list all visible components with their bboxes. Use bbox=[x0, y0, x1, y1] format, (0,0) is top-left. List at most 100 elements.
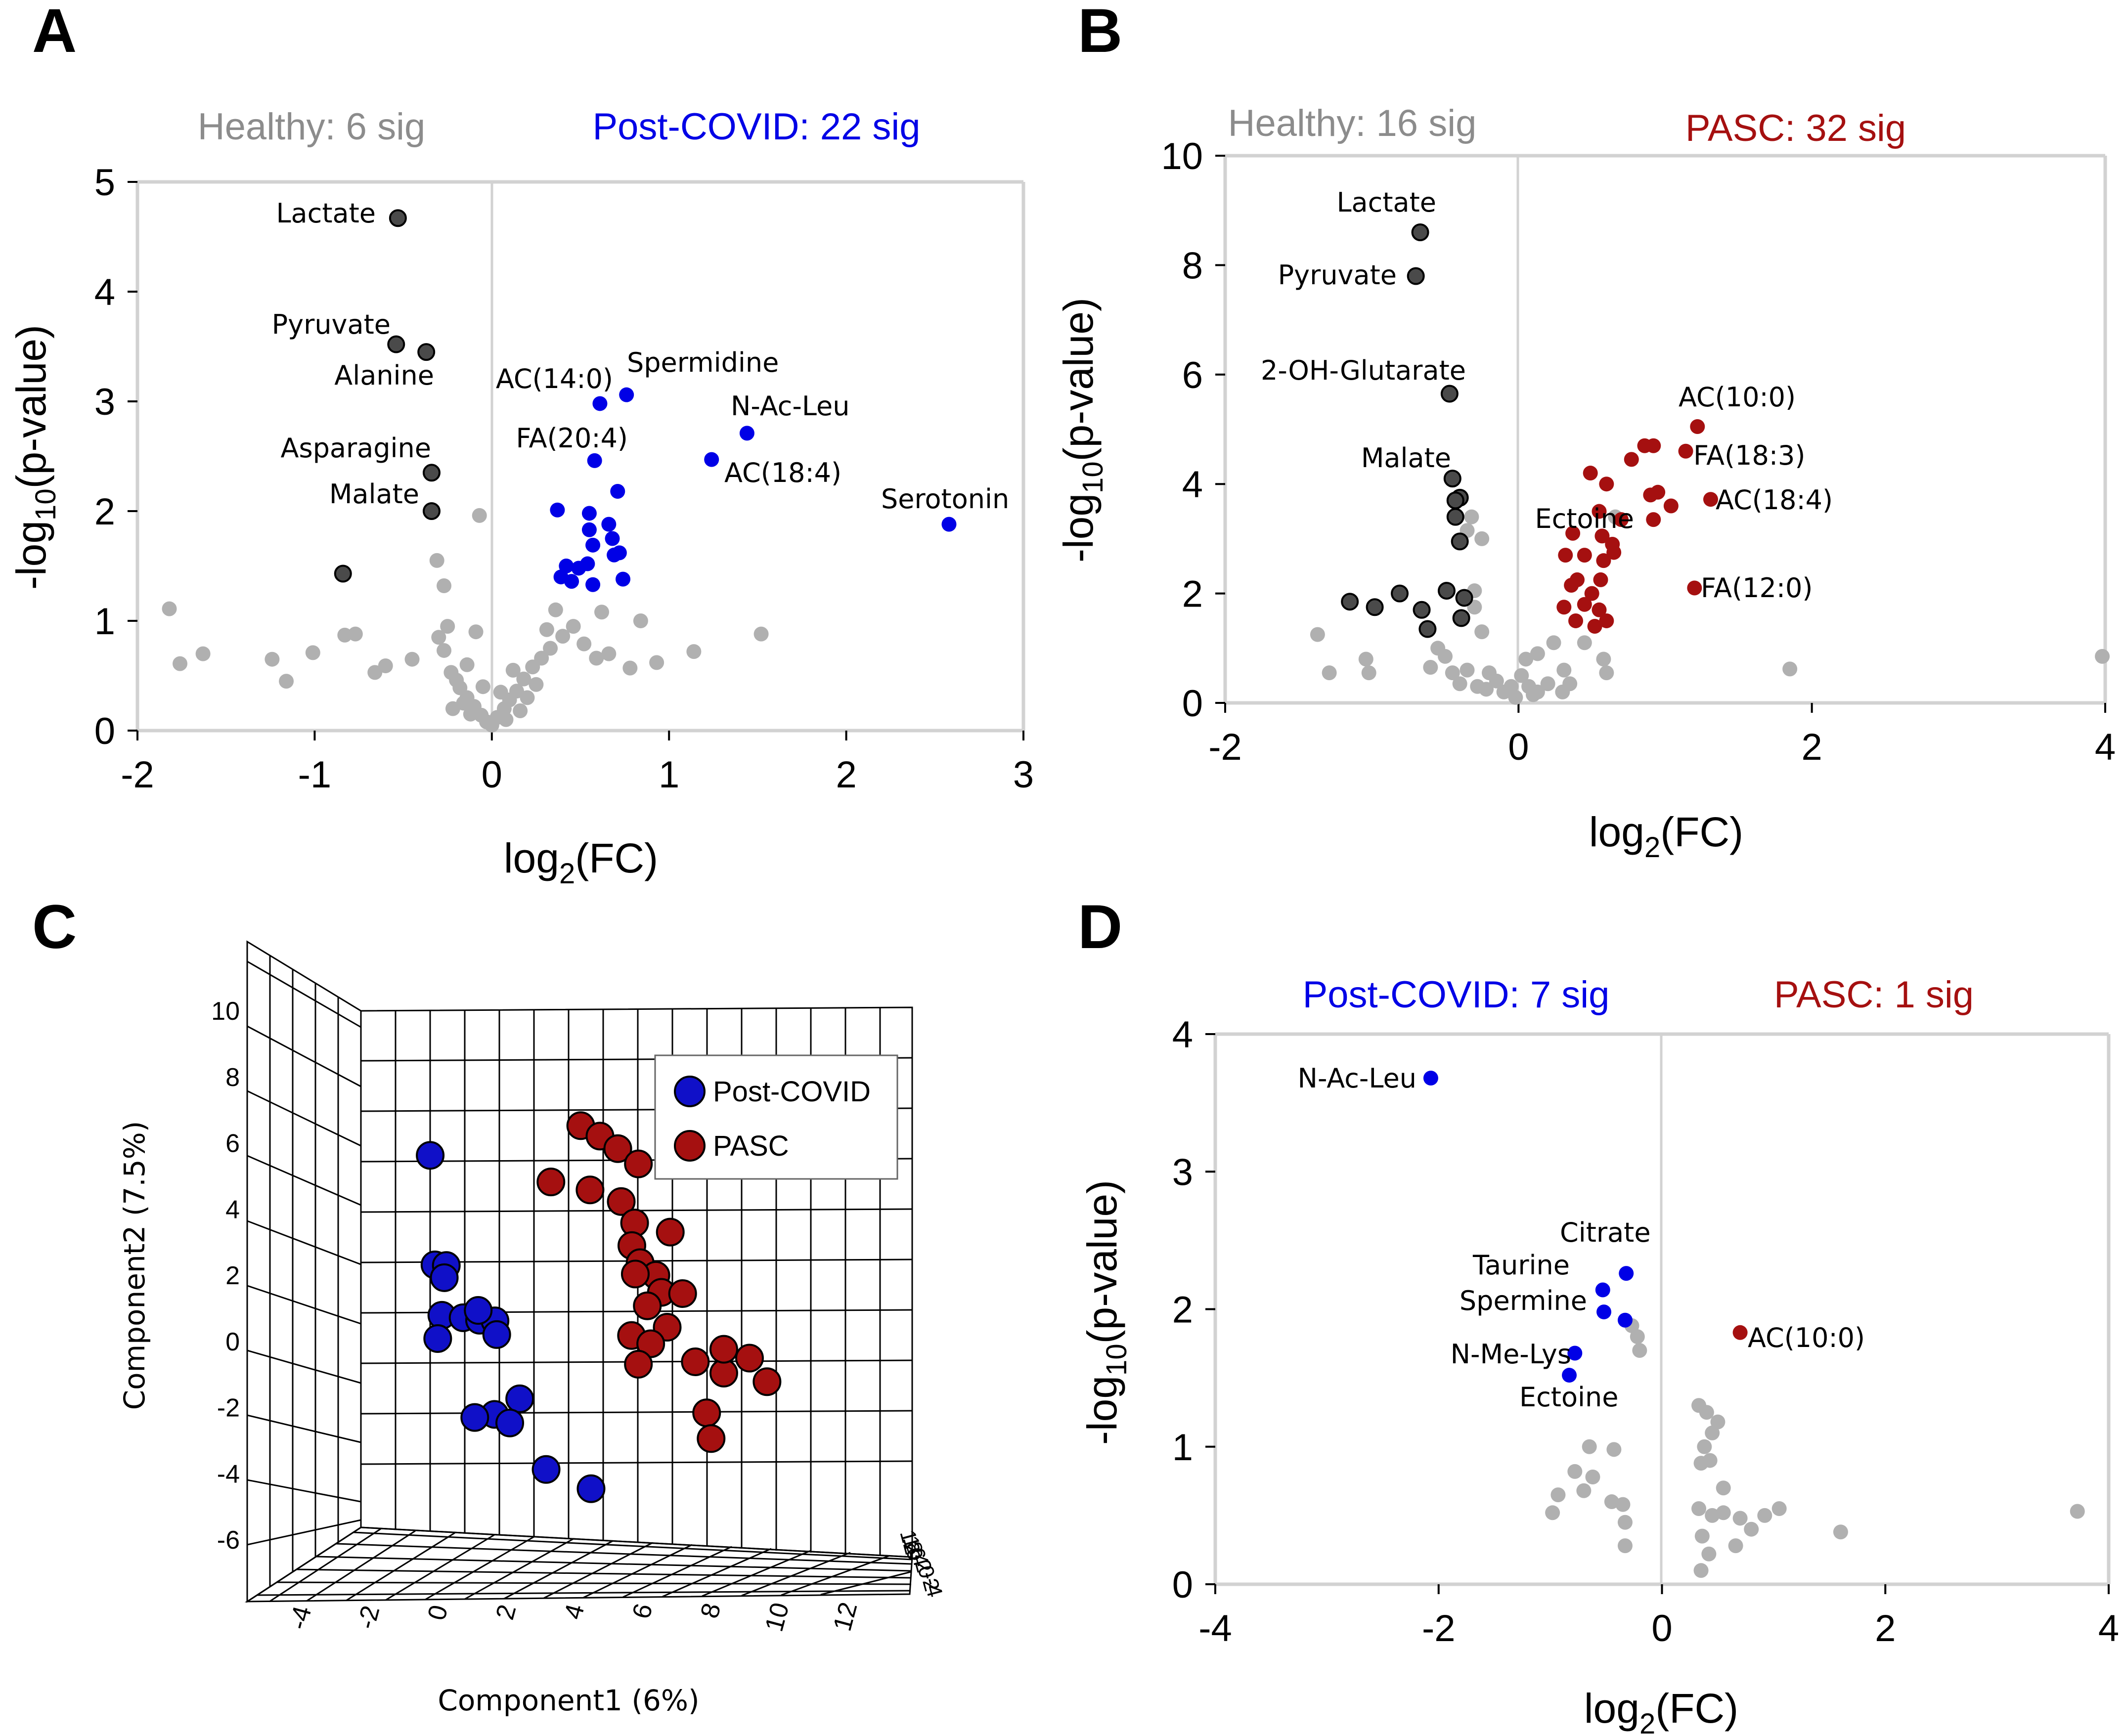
panel-a-y-axis-label: -log10(p-value) bbox=[8, 325, 62, 590]
data-point bbox=[1518, 651, 1534, 667]
data-point bbox=[1583, 466, 1598, 481]
panel-b-plot-frame bbox=[1223, 154, 2107, 705]
data-point bbox=[1705, 1508, 1720, 1523]
data-point bbox=[1757, 1508, 1772, 1523]
data-point bbox=[1630, 1329, 1645, 1345]
data-point bbox=[1593, 572, 1608, 587]
data-point bbox=[437, 643, 452, 658]
data-point bbox=[752, 1367, 782, 1396]
y-tick-label: 1 bbox=[1172, 1427, 1193, 1469]
data-point bbox=[1604, 1494, 1619, 1510]
data-point bbox=[587, 453, 602, 468]
data-point bbox=[1697, 1439, 1712, 1454]
data-point bbox=[543, 641, 558, 656]
data-point bbox=[516, 671, 531, 687]
x-tick-label: 3 bbox=[1013, 754, 1034, 796]
y-tick-label: 5 bbox=[94, 162, 115, 204]
data-point bbox=[589, 651, 604, 666]
x-tick-label: -1 bbox=[298, 754, 332, 796]
data-point bbox=[1530, 646, 1545, 661]
data-point bbox=[429, 553, 444, 568]
data-point bbox=[1617, 1538, 1633, 1554]
label-2-oh-glutarate: 2-OH-Glutarate bbox=[1261, 355, 1466, 386]
data-point bbox=[1474, 531, 1490, 546]
y-tick-label: 3 bbox=[94, 381, 115, 423]
data-point bbox=[1452, 609, 1470, 627]
data-point bbox=[265, 651, 280, 667]
label-alanine: Alanine bbox=[334, 360, 434, 391]
data-point bbox=[1556, 600, 1572, 615]
data-point bbox=[468, 624, 484, 640]
data-point bbox=[1693, 1563, 1709, 1578]
data-point bbox=[1592, 504, 1607, 519]
x-tick-label: 0 bbox=[1651, 1607, 1672, 1649]
data-point bbox=[498, 712, 514, 727]
panel-a-point-labels: Lactate Pyruvate Alanine Asparagine Mala… bbox=[272, 198, 1010, 515]
data-point bbox=[1585, 1469, 1600, 1484]
data-point bbox=[1479, 682, 1494, 697]
data-point bbox=[509, 684, 524, 699]
data-point bbox=[649, 655, 664, 670]
data-point bbox=[1728, 1538, 1743, 1554]
data-point bbox=[1744, 1521, 1759, 1537]
panel-b-y-axis-label: -log10(p-value) bbox=[1055, 298, 1109, 563]
label-pyruvate: Pyruvate bbox=[272, 309, 391, 340]
data-point bbox=[1596, 553, 1611, 568]
x-tick-label: 0 bbox=[482, 754, 502, 796]
x-tick-label: 4 bbox=[2095, 726, 2116, 768]
label-taurine: Taurine bbox=[1472, 1250, 1570, 1281]
label-spermine: Spermine bbox=[1460, 1285, 1587, 1316]
data-point bbox=[367, 665, 383, 680]
x-tick-label: 4 bbox=[2098, 1607, 2119, 1649]
panel-d: D Post-COVID: 7 sig PASC: 1 sig -4 -2 0 2 4 0… bbox=[1078, 893, 2119, 1736]
y-tick-label: 3 bbox=[1172, 1151, 1193, 1193]
data-point bbox=[1701, 1546, 1717, 1562]
data-point bbox=[585, 537, 601, 553]
data-point bbox=[1646, 438, 1661, 453]
data-point bbox=[1732, 1325, 1748, 1340]
data-point bbox=[581, 522, 597, 537]
y-tick-label: 2 bbox=[1172, 1289, 1193, 1331]
panel-c-3d-grid bbox=[244, 940, 913, 1603]
data-point bbox=[559, 559, 574, 573]
panel-a-x-axis-label: log2(FC) bbox=[504, 835, 658, 890]
data-point bbox=[1577, 597, 1592, 612]
data-point bbox=[1423, 660, 1438, 675]
panel-d-axis-ticks: -4 -2 0 2 4 0 1 2 3 4 bbox=[1172, 1014, 2119, 1649]
y-tick-label: -6 bbox=[217, 1526, 240, 1555]
data-point bbox=[422, 464, 441, 482]
data-point bbox=[422, 502, 441, 520]
data-point bbox=[616, 571, 631, 587]
label-ac-14-0: AC(14:0) bbox=[496, 363, 613, 394]
data-point bbox=[585, 577, 601, 592]
data-point bbox=[1558, 548, 1573, 563]
data-point bbox=[619, 387, 634, 402]
data-point bbox=[416, 1141, 445, 1170]
data-point bbox=[1691, 1501, 1707, 1516]
panel-letter-d: D bbox=[1078, 893, 1122, 961]
data-point bbox=[1596, 651, 1611, 667]
panel-b-points bbox=[1310, 223, 2110, 705]
x-tick-label: 0 bbox=[1508, 726, 1529, 768]
data-point bbox=[610, 484, 625, 499]
label-pyruvate: Pyruvate bbox=[1278, 260, 1397, 291]
data-point bbox=[1577, 548, 1592, 563]
data-point bbox=[463, 706, 478, 722]
data-point bbox=[493, 685, 508, 700]
label-ac-10-0: AC(10:0) bbox=[1748, 1322, 1865, 1353]
data-point bbox=[1617, 1515, 1633, 1530]
data-point bbox=[739, 426, 754, 441]
data-point bbox=[1341, 593, 1359, 611]
panel-b-point-labels: Lactate Pyruvate 2-OH-Glutarate Malate A… bbox=[1261, 187, 1833, 604]
y-tick-label: 6 bbox=[225, 1129, 240, 1158]
data-point bbox=[173, 656, 188, 671]
data-point bbox=[1576, 1483, 1592, 1498]
legend-label-pasc: PASC bbox=[713, 1130, 789, 1162]
y-tick-label: 0 bbox=[225, 1328, 240, 1356]
data-point bbox=[1632, 1343, 1647, 1358]
data-point bbox=[575, 1175, 605, 1205]
data-point bbox=[681, 1347, 710, 1376]
data-point bbox=[1716, 1505, 1731, 1520]
data-point bbox=[941, 517, 957, 532]
